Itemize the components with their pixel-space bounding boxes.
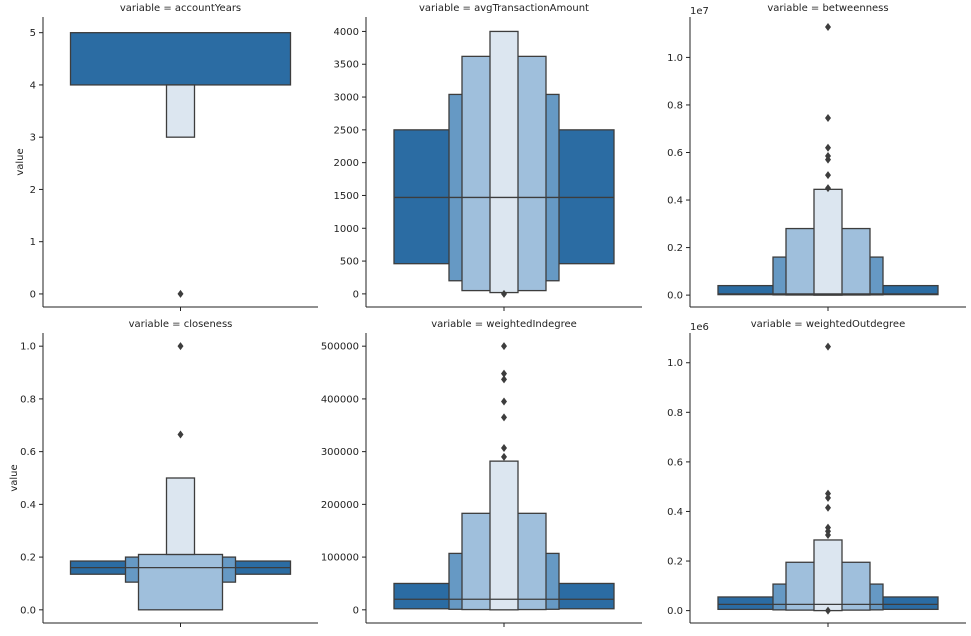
outlier-point [825, 143, 831, 152]
outlier-point [825, 114, 831, 123]
y-tick-label: 200000 [321, 500, 359, 511]
facet-panel-1: variable = avgTransactionAmount 0 500 1000 1… [334, 3, 642, 311]
boxen-box [165, 477, 196, 556]
outlier-point [501, 443, 507, 452]
outlier-point [825, 489, 831, 498]
outlier-point [501, 369, 507, 378]
facet-panel-4: variable = weightedIndegree 0 100000 200000… [321, 319, 642, 627]
y-tick-label: 0.6 [667, 457, 683, 468]
outlier-point [825, 493, 831, 502]
y-tick-label: 3000 [334, 93, 359, 104]
y-tick-label: 300000 [321, 447, 359, 458]
y-tick-label: 500000 [321, 342, 359, 353]
y-tick-label: 0.0 [667, 606, 683, 617]
outlier-point [177, 430, 184, 439]
outlier-point [825, 155, 831, 164]
y-tick-label: 0.0 [667, 291, 683, 302]
outlier-point [825, 342, 831, 351]
y-tick-label: 2500 [334, 125, 359, 136]
y-tick-label: 0 [30, 289, 36, 300]
boxen-box [137, 553, 224, 611]
y-tick-label: 100000 [321, 553, 359, 564]
y-tick-label: 1 [30, 237, 36, 248]
y-tick-label: 0.0 [20, 605, 36, 616]
outlier-point [177, 342, 184, 351]
boxen-box [165, 84, 196, 138]
y-axis-label: value [9, 464, 20, 491]
y-tick-label: 0 [353, 605, 359, 616]
y-tick-label: 3 [30, 133, 36, 144]
outlier-point [825, 171, 831, 180]
outlier-point [825, 606, 831, 615]
y-tick-label: 5 [30, 28, 36, 39]
outlier-point [825, 22, 831, 31]
facet-panel-2: variable = betweenness 1e7 0.0 0.2 0.4 0.6 0.8… [667, 3, 966, 311]
y-tick-label: 0.6 [667, 148, 683, 159]
y-tick-label: 4 [30, 80, 36, 91]
facet-grid: variable = accountYearsvalue012345variab… [9, 3, 966, 627]
boxen-box [813, 188, 843, 296]
y-tick-label: 0.2 [667, 243, 683, 254]
panel-title: variable = accountYears [120, 3, 241, 14]
outlier-point [501, 375, 507, 384]
y-tick-label: 0.2 [20, 553, 36, 564]
y-tick-label: 0.8 [667, 408, 683, 419]
panel-title: variable = weightedIndegree [431, 319, 577, 330]
facet-panel-5: variable = weightedOutdegree 1e6 0.0 0.2 0.4… [667, 319, 966, 627]
y-tick-label: 1500 [334, 191, 359, 202]
y-tick-label: 0 [353, 289, 359, 300]
boxen-box [489, 460, 519, 611]
boxen-box [813, 539, 843, 612]
panel-title: variable = weightedOutdegree [751, 319, 905, 330]
panel-title: variable = closeness [129, 319, 233, 330]
panel-title: variable = avgTransactionAmount [419, 3, 589, 14]
y-tick-label: 0.4 [667, 196, 683, 207]
y-tick-label: 1.0 [20, 342, 36, 353]
outlier-point [501, 397, 507, 406]
y-tick-label: 4000 [334, 27, 359, 38]
outlier-point [177, 289, 184, 298]
outlier-point [825, 531, 831, 540]
facet-panel-0: variable = accountYears value 0 1 2 3 4 5 [15, 3, 318, 311]
y-tick-label: 1.0 [667, 53, 683, 64]
y-tick-label: 0.8 [667, 100, 683, 111]
y-tick-label: 2 [30, 185, 36, 196]
y-tick-label: 0.2 [667, 557, 683, 568]
y-tick-label: 0.8 [20, 394, 36, 405]
y-tick-label: 2000 [334, 158, 359, 169]
outlier-point [501, 289, 507, 298]
y-axis-label: value [15, 148, 26, 175]
outlier-point [825, 503, 831, 512]
y-tick-label: 0.6 [20, 447, 36, 458]
y-tick-label: 400000 [321, 394, 359, 405]
outlier-point [825, 184, 831, 193]
axis-offset-label: 1e6 [690, 322, 709, 333]
y-tick-label: 1000 [334, 224, 359, 235]
panel-title: variable = betweenness [767, 3, 888, 14]
y-tick-label: 0.4 [667, 507, 683, 518]
y-tick-label: 3500 [334, 60, 359, 71]
y-tick-label: 500 [340, 257, 359, 268]
axis-offset-label: 1e7 [690, 6, 709, 17]
boxen-box [489, 30, 519, 294]
facet-panel-3: variable = closeness value 0.0 0.2 0.4 0.6 0.8… [9, 319, 318, 627]
outlier-point [501, 413, 507, 422]
outlier-point [501, 342, 507, 351]
outlier-point [501, 452, 507, 461]
y-tick-label: 0.4 [20, 500, 36, 511]
boxen-box [69, 32, 292, 86]
y-tick-label: 1.0 [667, 358, 683, 369]
